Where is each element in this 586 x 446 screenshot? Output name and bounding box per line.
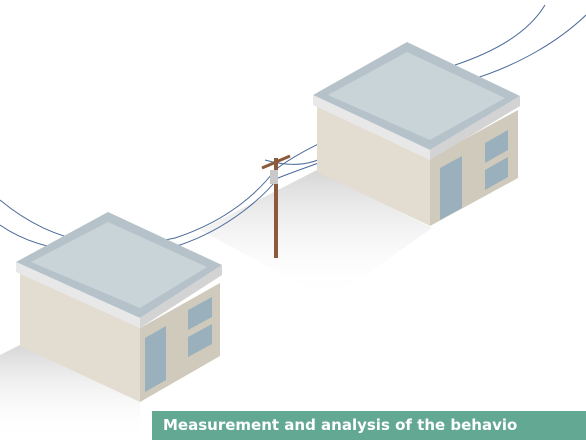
page: Measurement and analysis of the behavio … [0, 0, 586, 446]
illustration [0, 0, 586, 446]
caption: Measurement and analysis of the behavio [152, 411, 586, 440]
